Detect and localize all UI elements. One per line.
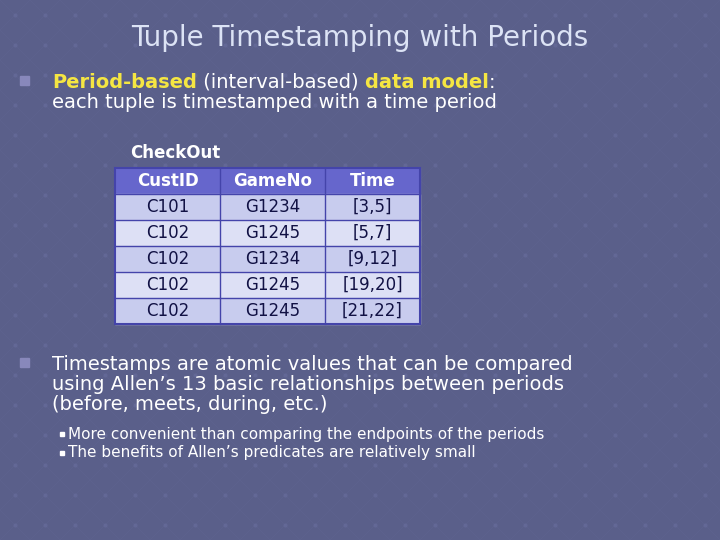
Bar	[325, 272, 420, 298]
Bar	[220, 168, 325, 194]
Text: Tuple Timestamping with Periods: Tuple Timestamping with Periods	[131, 24, 589, 52]
Text: data model: data model	[365, 72, 489, 91]
Text: C102: C102	[146, 302, 189, 320]
Bar	[220, 246, 325, 272]
Text: CheckOut: CheckOut	[130, 144, 220, 162]
Text: G1234: G1234	[245, 198, 300, 216]
Bar	[220, 298, 325, 324]
Bar	[325, 298, 420, 324]
Text: C101: C101	[146, 198, 189, 216]
Text: each tuple is timestamped with a time period: each tuple is timestamped with a time pe…	[52, 92, 497, 111]
Bar	[115, 194, 220, 220]
Text: C102: C102	[146, 276, 189, 294]
Bar	[115, 246, 220, 272]
Text: [3,5]: [3,5]	[353, 198, 392, 216]
Bar	[220, 272, 325, 298]
Text: CustID: CustID	[137, 172, 199, 190]
Text: [9,12]: [9,12]	[348, 250, 397, 268]
Text: [19,20]: [19,20]	[342, 276, 402, 294]
Bar	[115, 272, 220, 298]
Bar	[20, 358, 29, 367]
Bar	[60, 451, 64, 455]
Text: G1245: G1245	[245, 276, 300, 294]
Text: (interval-based): (interval-based)	[197, 72, 365, 91]
Text: using Allen’s 13 basic relationships between periods: using Allen’s 13 basic relationships bet…	[52, 375, 564, 394]
Bar	[325, 246, 420, 272]
Text: [5,7]: [5,7]	[353, 224, 392, 242]
Text: Period-based: Period-based	[52, 72, 197, 91]
Bar	[115, 168, 220, 194]
Text: More convenient than comparing the endpoints of the periods: More convenient than comparing the endpo…	[68, 427, 544, 442]
Bar	[20, 76, 29, 85]
Text: The benefits of Allen’s predicates are relatively small: The benefits of Allen’s predicates are r…	[68, 446, 476, 461]
Text: G1234: G1234	[245, 250, 300, 268]
Bar	[220, 220, 325, 246]
Bar	[220, 194, 325, 220]
Text: C102: C102	[146, 250, 189, 268]
Text: (before, meets, during, etc.): (before, meets, during, etc.)	[52, 395, 328, 414]
Bar	[325, 220, 420, 246]
Bar	[115, 298, 220, 324]
Text: G1245: G1245	[245, 224, 300, 242]
Text: GameNo: GameNo	[233, 172, 312, 190]
Bar	[60, 432, 64, 436]
Bar	[325, 168, 420, 194]
Text: Timestamps are atomic values that can be compared: Timestamps are atomic values that can be…	[52, 354, 572, 374]
Text: [21,22]: [21,22]	[342, 302, 403, 320]
Text: Time: Time	[350, 172, 395, 190]
Text: :: :	[489, 72, 495, 91]
Bar	[115, 168, 420, 324]
Bar	[325, 194, 420, 220]
Text: G1245: G1245	[245, 302, 300, 320]
Bar	[115, 220, 220, 246]
Text: C102: C102	[146, 224, 189, 242]
